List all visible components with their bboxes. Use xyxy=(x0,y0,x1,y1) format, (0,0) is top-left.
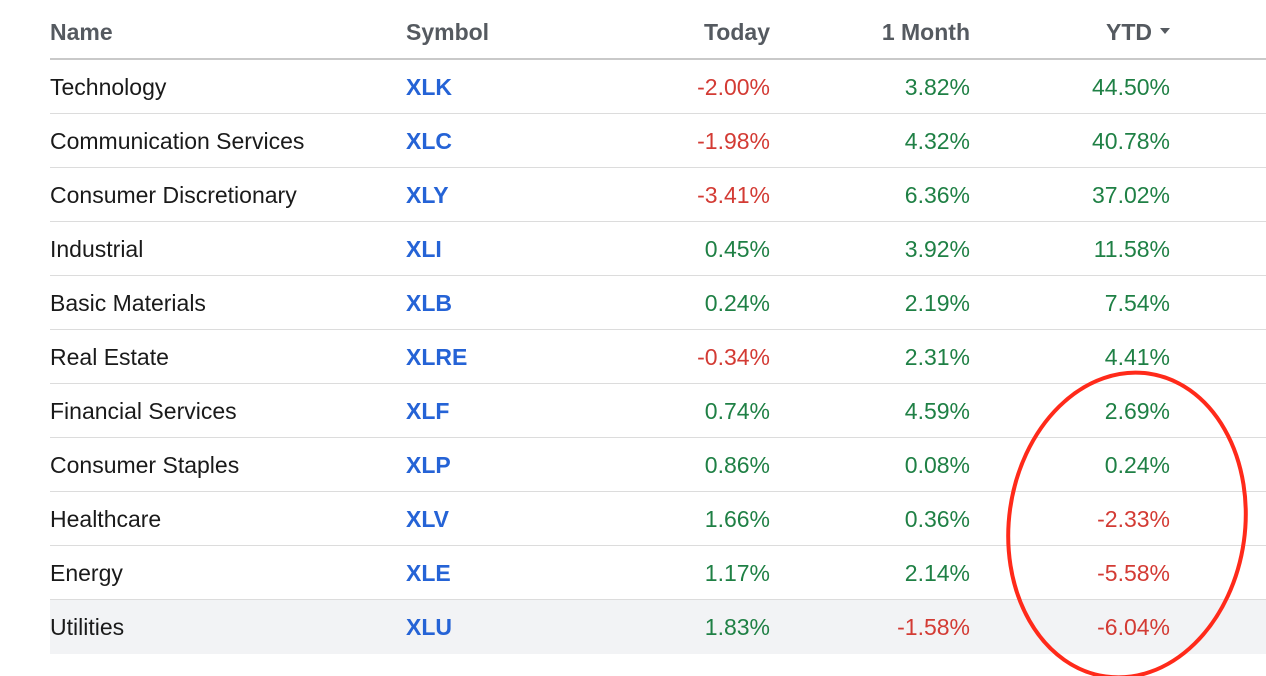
sector-name: Consumer Discretionary xyxy=(50,182,297,208)
sector-name: Basic Materials xyxy=(50,290,206,316)
column-header-1-month[interactable]: 1 Month xyxy=(881,19,970,45)
ytd-change: 2.69% xyxy=(1104,398,1170,424)
table-row[interactable]: Utilities XLU 1.83% -1.58% -6.04% xyxy=(50,600,1266,654)
table-row[interactable]: Healthcare XLV 1.66% 0.36% -2.33% xyxy=(50,492,1266,546)
column-header-symbol[interactable]: Symbol xyxy=(406,19,490,45)
sector-name: Healthcare xyxy=(50,506,162,532)
today-change: -0.34% xyxy=(697,344,770,370)
symbol-link[interactable]: XLB xyxy=(406,290,452,316)
symbol-link[interactable]: XLP xyxy=(406,452,451,478)
one-month-change: 3.92% xyxy=(904,236,970,262)
today-change: 0.24% xyxy=(704,290,770,316)
table-row[interactable]: Real Estate XLRE -0.34% 2.31% 4.41% xyxy=(50,330,1266,384)
one-month-change: -1.58% xyxy=(897,614,970,640)
one-month-change: 4.32% xyxy=(904,128,970,154)
one-month-change: 2.19% xyxy=(904,290,970,316)
one-month-change: 2.31% xyxy=(904,344,970,370)
table-body: Technology XLK -2.00% 3.82% 44.50% Communicat… xyxy=(50,60,1266,654)
ytd-change: -5.58% xyxy=(1097,560,1170,586)
ytd-change: 11.58% xyxy=(1093,236,1170,262)
column-header-name[interactable]: Name xyxy=(50,19,113,45)
table-row[interactable]: Communication Services XLC -1.98% 4.32% 40.7… xyxy=(50,114,1266,168)
column-header-ytd[interactable]: YTD xyxy=(1106,0,1170,64)
table-row[interactable]: Industrial XLI 0.45% 3.92% 11.58% xyxy=(50,222,1266,276)
symbol-link[interactable]: XLV xyxy=(406,506,450,532)
sector-name: Consumer Staples xyxy=(50,452,240,478)
symbol-link[interactable]: XLI xyxy=(406,236,442,262)
symbol-link[interactable]: XLRE xyxy=(406,344,468,370)
today-change: -2.00% xyxy=(697,74,770,100)
table-row[interactable]: Consumer Discretionary XLY -3.41% 6.36% 37.0… xyxy=(50,168,1266,222)
one-month-change: 2.14% xyxy=(904,560,970,586)
sector-name: Industrial xyxy=(50,236,144,262)
today-change: 1.17% xyxy=(704,560,770,586)
today-change: 0.45% xyxy=(704,236,770,262)
table-row[interactable]: Energy XLE 1.17% 2.14% -5.58% xyxy=(50,546,1266,600)
column-header-today[interactable]: Today xyxy=(703,19,770,45)
symbol-link[interactable]: XLK xyxy=(406,74,452,100)
today-change: -3.41% xyxy=(697,182,770,208)
sector-name: Technology xyxy=(50,74,167,100)
one-month-change: 0.08% xyxy=(904,452,970,478)
sector-name: Communication Services xyxy=(50,128,305,154)
today-change: 0.74% xyxy=(704,398,770,424)
sector-performance-table: Name Symbol Today 1 Month YTD Technology… xyxy=(50,0,1266,654)
symbol-link[interactable]: XLY xyxy=(406,182,449,208)
one-month-change: 3.82% xyxy=(904,74,970,100)
sector-name: Real Estate xyxy=(50,344,169,370)
caret-down-icon xyxy=(1160,27,1170,34)
table-header: Name Symbol Today 1 Month YTD xyxy=(50,0,1266,60)
sector-name: Utilities xyxy=(50,614,125,640)
ytd-change: 37.02% xyxy=(1091,182,1170,208)
symbol-link[interactable]: XLF xyxy=(406,398,450,424)
one-month-change: 4.59% xyxy=(904,398,970,424)
sector-name: Financial Services xyxy=(50,398,237,424)
today-change: 1.83% xyxy=(704,614,770,640)
ytd-change: 0.24% xyxy=(1104,452,1170,478)
ytd-change: 40.78% xyxy=(1091,128,1170,154)
symbol-link[interactable]: XLE xyxy=(406,560,451,586)
sector-name: Energy xyxy=(50,560,123,586)
symbol-link[interactable]: XLU xyxy=(406,614,452,640)
one-month-change: 6.36% xyxy=(904,182,970,208)
today-change: -1.98% xyxy=(697,128,770,154)
today-change: 0.86% xyxy=(704,452,770,478)
table-row[interactable]: Basic Materials XLB 0.24% 2.19% 7.54% xyxy=(50,276,1266,330)
table-row[interactable]: Technology XLK -2.00% 3.82% 44.50% xyxy=(50,60,1266,114)
ytd-change: -2.33% xyxy=(1097,506,1170,532)
ytd-change: 44.50% xyxy=(1091,74,1170,100)
table-row[interactable]: Financial Services XLF 0.74% 4.59% 2.69% xyxy=(50,384,1266,438)
column-header-ytd-label: YTD xyxy=(1106,19,1152,45)
ytd-change: -6.04% xyxy=(1097,614,1170,640)
one-month-change: 0.36% xyxy=(904,506,970,532)
table-row[interactable]: Consumer Staples XLP 0.86% 0.08% 0.24% xyxy=(50,438,1266,492)
today-change: 1.66% xyxy=(704,506,770,532)
ytd-change: 4.41% xyxy=(1104,344,1170,370)
ytd-change: 7.54% xyxy=(1104,290,1170,316)
symbol-link[interactable]: XLC xyxy=(406,128,452,154)
